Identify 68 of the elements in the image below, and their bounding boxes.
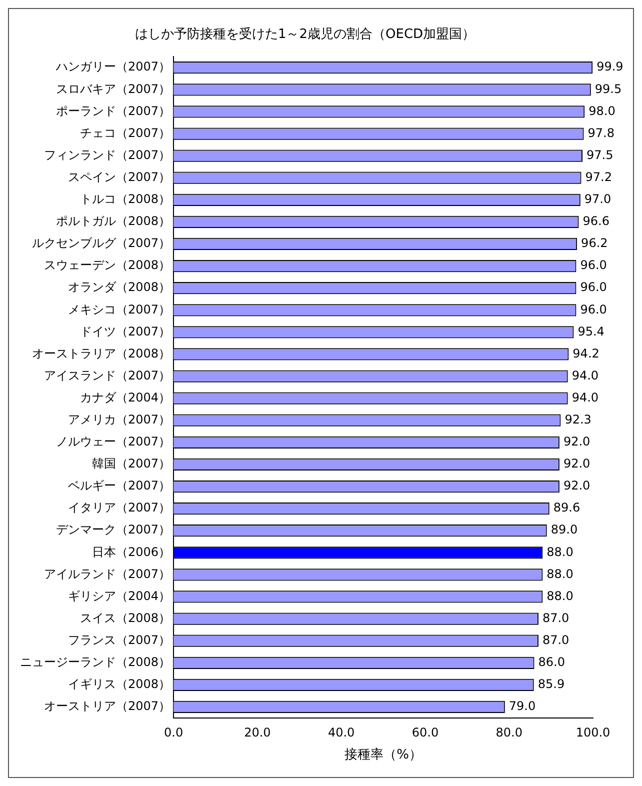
y-tick-label: 韓国（2007） (92, 456, 171, 471)
data-label: 92.0 (563, 478, 590, 493)
y-tick-label: スロバキア（2007） (56, 82, 171, 96)
x-tick-label: 80.0 (496, 725, 522, 740)
x-tick-label: 100.0 (576, 725, 610, 740)
data-label: 97.2 (585, 170, 612, 184)
data-label: 96.0 (580, 280, 607, 294)
data-label: 94.2 (572, 346, 600, 360)
data-label: 94.0 (572, 368, 599, 382)
data-label: 88.0 (546, 544, 574, 559)
y-tick-label: デンマーク（2007） (56, 522, 171, 537)
y-tick-label: トルコ（2008） (80, 192, 171, 206)
data-label: 98.0 (588, 104, 616, 118)
y-tick-label: オーストリア（2007） (44, 699, 171, 714)
y-tick-label: アイルランド（2007） (44, 566, 171, 581)
data-label: 85.9 (538, 677, 565, 692)
y-tick-label: ギリシア（2004） (68, 588, 171, 603)
data-label: 94.0 (572, 390, 599, 404)
data-label: 96.0 (580, 258, 607, 272)
y-tick-label: ポーランド（2007） (56, 104, 171, 118)
y-tick-label: ドイツ（2007） (80, 324, 171, 338)
x-tick-label: 60.0 (412, 725, 439, 740)
data-label: 89.0 (550, 522, 578, 537)
y-tick-label: チェコ（2007） (80, 126, 171, 140)
y-tick-label: スウェーデン（2008） (44, 258, 171, 272)
x-tick-label: 20.0 (244, 725, 271, 740)
x-tick-label: 0.0 (164, 725, 184, 740)
data-label: 96.2 (581, 236, 608, 250)
data-label: 95.4 (578, 324, 604, 338)
data-label: 88.0 (546, 566, 574, 581)
y-tick-label: イタリア（2007） (68, 500, 171, 515)
data-label: 89.6 (553, 500, 580, 515)
y-tick-label: メキシコ（2007） (68, 302, 171, 316)
data-label: 97.5 (586, 148, 614, 162)
data-label: 99.5 (594, 82, 622, 96)
data-label: 92.3 (564, 412, 592, 426)
data-label: 96.6 (582, 214, 610, 228)
x-axis-title: 接種率（%） (344, 746, 422, 763)
data-label: 87.0 (542, 610, 570, 625)
y-tick-label: フィンランド（2007） (44, 148, 171, 162)
data-label: 97.0 (584, 192, 612, 206)
y-tick-label: オランダ（2008） (68, 280, 171, 294)
data-label: 92.0 (563, 434, 590, 449)
y-tick-label: 日本（2006） (92, 544, 171, 559)
data-label: 87.0 (542, 632, 570, 647)
data-label: 79.0 (508, 699, 536, 714)
y-tick-label: ハンガリー（2007） (54, 60, 171, 74)
data-label: 92.0 (563, 456, 590, 471)
data-label: 96.0 (580, 302, 607, 316)
data-label: 99.9 (596, 60, 624, 74)
y-tick-label: ベルギー（2007） (68, 478, 171, 493)
y-tick-label: ポルトガル（2008） (56, 214, 171, 228)
y-tick-label: ルクセンブルグ（2007） (32, 236, 171, 250)
y-tick-label: オーストラリア（2008） (32, 346, 171, 360)
y-tick-label: アイスランド（2007） (44, 368, 171, 382)
y-tick-label: ニュージーランド（2008） (20, 655, 171, 670)
chart-title: はしか予防接種を受けた1～2歳児の割合（OECD加盟国） (134, 27, 476, 42)
y-tick-label: フランス（2007） (68, 632, 171, 647)
x-tick-label: 40.0 (328, 725, 355, 740)
y-tick-label: ノルウェー（2007） (56, 434, 171, 449)
y-tick-label: スイス（2008） (80, 610, 171, 625)
data-label: 88.0 (546, 588, 574, 603)
data-label: 97.8 (588, 126, 614, 140)
y-tick-label: アメリカ（2007） (68, 412, 171, 426)
data-label: 86.0 (538, 655, 565, 670)
y-tick-label: カナダ（2004） (80, 390, 171, 404)
y-tick-label: イギリス（2008） (68, 677, 171, 692)
y-tick-label: スペイン（2007） (68, 170, 171, 184)
